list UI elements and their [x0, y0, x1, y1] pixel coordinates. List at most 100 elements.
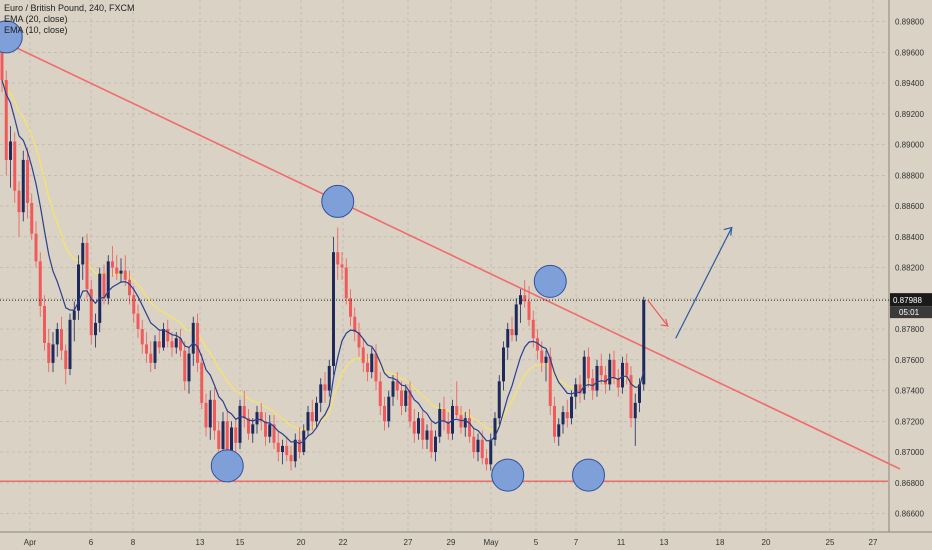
- candle-body: [327, 365, 331, 391]
- candle-body: [149, 353, 153, 363]
- candle-body: [506, 329, 510, 348]
- candle-body: [170, 341, 174, 348]
- last-price-label: 0.87988: [893, 296, 922, 305]
- candle-body: [612, 359, 616, 379]
- y-tick-label: 0.87400: [895, 387, 924, 396]
- candle-body: [140, 329, 144, 345]
- candle-body: [366, 362, 369, 373]
- y-tick-label: 0.88400: [895, 233, 924, 242]
- x-tick-label: 6: [89, 538, 94, 547]
- candle-body: [599, 365, 603, 376]
- x-tick-label: 20: [762, 538, 771, 547]
- candle-body: [353, 316, 357, 333]
- x-tick-label: 25: [826, 538, 835, 547]
- candle-body: [213, 399, 216, 431]
- candle-body: [251, 424, 255, 434]
- y-tick-label: 0.89800: [895, 18, 924, 27]
- candle-body: [455, 405, 459, 416]
- candle-body: [60, 329, 63, 351]
- candle-body: [0, 46, 4, 80]
- candle-body: [221, 421, 225, 449]
- x-tick-label: 22: [339, 538, 348, 547]
- annotation-circle: [491, 458, 525, 492]
- candle-body: [115, 267, 119, 274]
- candle-body: [357, 332, 361, 348]
- candle-body: [119, 270, 123, 274]
- candle-body: [106, 261, 110, 299]
- candle-body: [166, 329, 170, 342]
- candle-body: [81, 242, 85, 265]
- candle-body: [582, 356, 586, 394]
- candle-body: [578, 384, 582, 394]
- candle-body: [429, 430, 433, 453]
- y-tick-label: 0.87000: [895, 448, 924, 457]
- candle-body: [480, 439, 484, 459]
- candle-body: [395, 381, 399, 391]
- candle-body: [391, 381, 395, 397]
- candle-body: [493, 418, 497, 440]
- legend-ema20: EMA (20, close): [4, 14, 68, 24]
- candle-body: [633, 402, 637, 419]
- candle-body: [89, 289, 93, 336]
- candle-body: [378, 381, 382, 406]
- candle-body: [510, 329, 514, 336]
- annotation-circle: [210, 449, 244, 483]
- candle-body: [536, 338, 539, 351]
- candle-body: [225, 421, 229, 456]
- x-tick-label: 11: [617, 538, 626, 547]
- x-tick-label: 8: [131, 538, 136, 547]
- candle-body: [26, 159, 29, 203]
- annotation-circle: [321, 184, 355, 218]
- candle-body: [285, 445, 289, 456]
- candle-body: [476, 439, 480, 453]
- candle-body: [21, 159, 25, 213]
- candle-body: [191, 322, 195, 354]
- candle-body: [272, 424, 276, 443]
- candle-body: [489, 439, 493, 465]
- candle-body: [68, 319, 72, 370]
- candle-body: [128, 279, 131, 296]
- candle-body: [417, 418, 420, 434]
- candle-body: [268, 424, 272, 437]
- candle-body: [434, 436, 437, 453]
- candle-body: [557, 424, 561, 437]
- candle-body: [85, 242, 89, 290]
- y-tick-label: 0.88600: [895, 202, 924, 211]
- candle-body: [238, 405, 242, 443]
- candle-body: [527, 301, 531, 320]
- candle-body: [361, 347, 365, 363]
- y-tick-label: 0.87200: [895, 417, 924, 426]
- y-tick-label: 0.89000: [895, 141, 924, 150]
- x-tick-label: 5: [534, 538, 539, 547]
- candle-body: [421, 418, 425, 440]
- candle-body: [247, 418, 250, 434]
- y-tick-label: 0.89200: [895, 110, 924, 119]
- candle-body: [315, 402, 318, 422]
- candle-body: [77, 264, 80, 311]
- candle-body: [94, 322, 97, 336]
- candle-body: [502, 347, 505, 382]
- annotation-circle: [0, 20, 23, 54]
- x-tick-label: 27: [869, 538, 878, 547]
- candle-body: [438, 408, 442, 437]
- candle-body: [544, 356, 548, 363]
- countdown-label: 05:01: [899, 308, 920, 317]
- candle-body: [132, 295, 136, 314]
- candle-body: [30, 202, 34, 234]
- y-tick-label: 0.87800: [895, 325, 924, 334]
- candle-body: [323, 384, 327, 391]
- candle-body: [621, 362, 624, 388]
- candle-body: [349, 298, 352, 317]
- candle-body: [9, 141, 12, 160]
- candle-body: [387, 396, 391, 422]
- y-tick-label: 0.88200: [895, 264, 924, 273]
- candle-body: [638, 384, 641, 403]
- candle-body: [255, 412, 259, 425]
- candle-body: [319, 384, 323, 403]
- candle-body: [200, 362, 204, 403]
- y-tick-label: 0.89600: [895, 48, 924, 57]
- chart-legend: Euro / British Pound, 240, FXCM EMA (20,…: [4, 3, 135, 36]
